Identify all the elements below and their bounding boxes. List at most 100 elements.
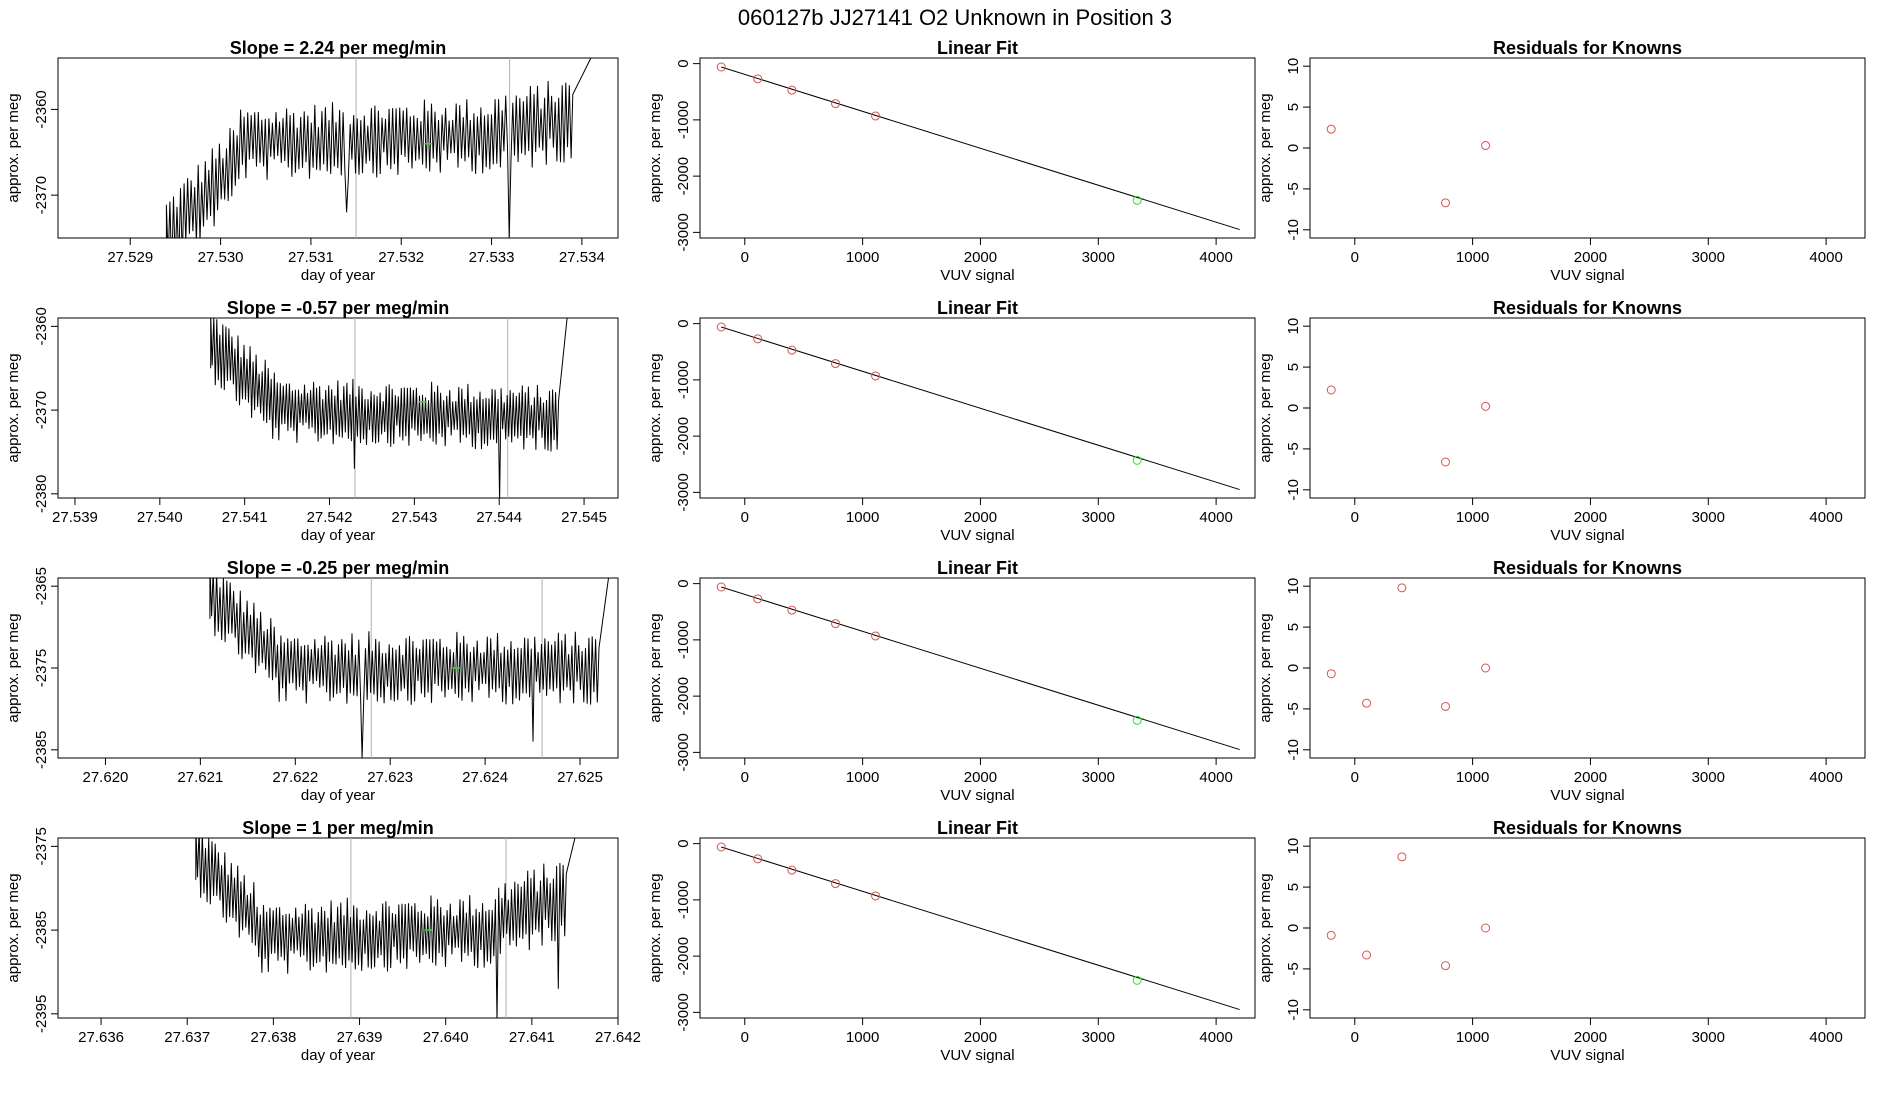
x-tick-label: 2000 [964,769,997,786]
plot-area [716,582,1240,751]
y-tick-label: -10 [1285,219,1302,241]
y-tick-label: -2380 [33,475,50,513]
x-axis-label: VUV signal [940,787,1014,804]
x-tick-label: 2000 [964,249,997,266]
x-tick-label: 4000 [1199,249,1232,266]
x-tick-label: 1000 [1456,509,1489,526]
plot-area [716,62,1240,231]
x-axis-label: VUV signal [1550,527,1624,544]
x-tick-label: 1000 [846,769,879,786]
unknown-point [1132,195,1142,205]
x-tick-label: 3000 [1082,249,1115,266]
known-point [753,334,763,344]
x-tick-label: 2000 [1574,769,1607,786]
known-point [753,74,763,84]
x-tick-label: 27.539 [52,509,98,526]
x-tick-label: 2000 [964,1029,997,1046]
y-tick-label: -1000 [675,361,692,399]
fit-line [721,66,1240,231]
known-point [787,345,797,355]
y-tick-label: 0 [675,579,692,587]
x-tick-label: 27.622 [272,769,318,786]
x-axis-label: day of year [301,527,375,544]
y-tick-label: -2000 [675,417,692,455]
x-tick-label: 27.639 [337,1029,383,1046]
y-tick-label: -2375 [33,649,50,687]
y-tick-label: -2365 [33,567,50,605]
y-tick-label: 5 [1285,103,1302,111]
y-axis-label: approx. per meg [647,873,664,982]
known-point [871,371,881,381]
panel-title: Residuals for Knowns [1493,818,1682,838]
y-tick-label: -2000 [675,677,692,715]
known-point [716,842,726,852]
residual-point [1481,923,1491,933]
residual-point [1481,401,1491,411]
data-series-line [165,58,592,238]
y-tick-label: -5 [1285,962,1302,975]
plot-area [210,318,568,498]
y-tick-label: 0 [1285,924,1302,932]
y-tick-label: 0 [1285,404,1302,412]
y-tick-label: -2375 [33,827,50,865]
fit-line [721,586,1240,751]
x-tick-label: 1000 [846,1029,879,1046]
y-tick-label: -3000 [675,473,692,511]
y-tick-label: -3000 [675,733,692,771]
x-tick-label: 27.540 [137,509,183,526]
x-tick-label: 0 [1351,1029,1359,1046]
x-tick-label: 27.621 [177,769,223,786]
unknown-point [1132,455,1142,465]
plot-area [716,842,1240,1011]
plot-frame [699,577,1256,759]
plot-area [1326,124,1491,208]
y-tick-label: -2385 [33,911,50,949]
panel-res3: Residuals for Knowns 0 1000 2000 3000 4000 10 5… [1257,558,1866,804]
x-tick-label: 27.641 [509,1029,555,1046]
panel-title: Linear Fit [937,38,1018,58]
fit-line [721,846,1240,1011]
y-tick-label: -3000 [675,993,692,1031]
x-tick-label: 27.642 [595,1029,641,1046]
y-tick-label: -2000 [675,937,692,975]
x-axis-label: VUV signal [1550,1047,1624,1064]
x-tick-label: 0 [1351,769,1359,786]
panel-title: Slope = 1 per meg/min [242,818,434,838]
x-tick-label: 4000 [1199,509,1232,526]
panel-title: Slope = -0.57 per meg/min [227,298,450,318]
known-point [871,111,881,121]
x-tick-label: 27.637 [164,1029,210,1046]
panel-title: Residuals for Knowns [1493,558,1682,578]
x-tick-label: 27.544 [476,509,522,526]
plot-frame [699,317,1256,499]
y-tick-label: 5 [1285,363,1302,371]
y-axis-label: approx. per meg [5,613,22,722]
x-tick-label: 27.534 [559,249,605,266]
unknown-point [1132,975,1142,985]
x-tick-label: 27.545 [561,509,607,526]
y-axis-label: approx. per meg [647,613,664,722]
x-tick-label: 2000 [1574,509,1607,526]
plot-frame [57,57,619,239]
x-tick-label: 27.640 [423,1029,469,1046]
fit-line [721,326,1240,491]
plot-frame [699,57,1256,239]
x-axis-label: VUV signal [1550,267,1624,284]
known-point [716,322,726,332]
x-tick-label: 3000 [1692,249,1725,266]
plot-frame [57,317,619,499]
y-axis-label: approx. per meg [1257,93,1274,202]
x-axis-label: VUV signal [940,1047,1014,1064]
x-tick-label: 27.623 [367,769,413,786]
residual-point [1362,950,1372,960]
y-tick-label: -10 [1285,999,1302,1021]
y-tick-label: 10 [1285,58,1302,75]
x-tick-label: 4000 [1199,1029,1232,1046]
y-tick-label: 10 [1285,578,1302,595]
panel-res4: Residuals for Knowns 0 1000 2000 3000 4000 10 5… [1257,818,1866,1064]
y-tick-label: -1000 [675,881,692,919]
x-tick-label: 4000 [1809,769,1842,786]
x-tick-label: 1000 [846,249,879,266]
